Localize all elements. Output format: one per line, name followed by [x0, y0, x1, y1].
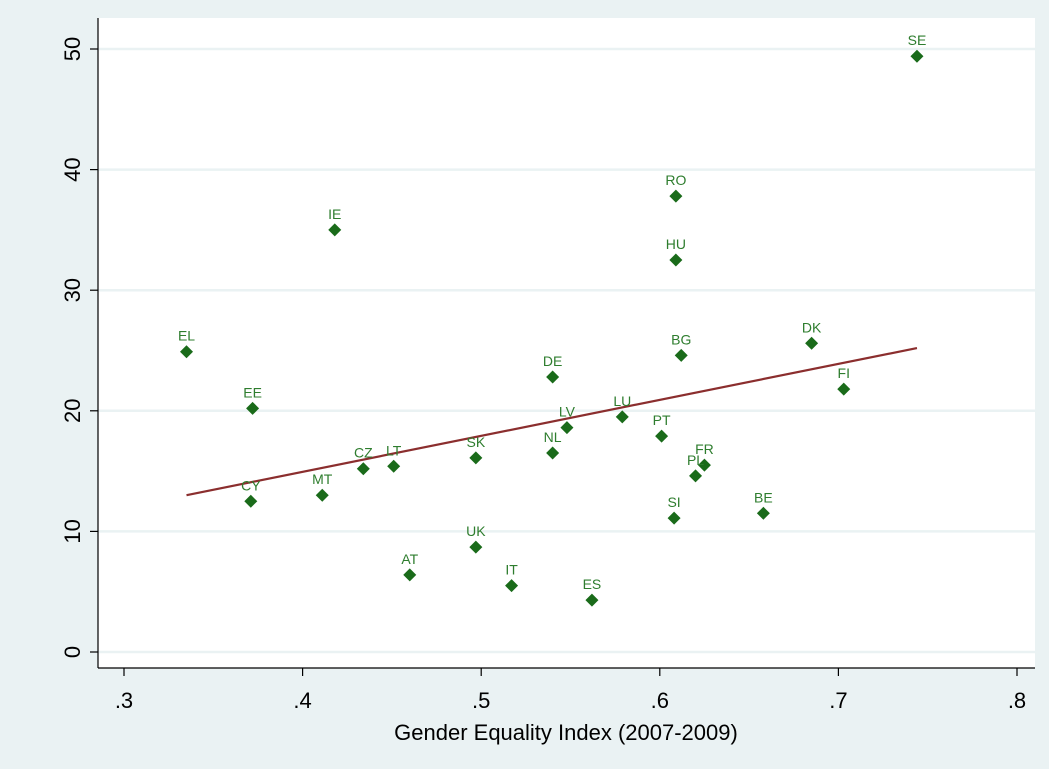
point-label-at: AT: [401, 551, 418, 567]
point-label-it: IT: [505, 562, 518, 578]
data-point-at: [403, 568, 417, 582]
point-label-lv: LV: [559, 404, 576, 420]
x-tick-label: .3: [115, 688, 133, 713]
x-axis-label: Gender Equality Index (2007-2009): [394, 720, 738, 745]
x-tick-label: .6: [651, 688, 669, 713]
x-tick-label: .4: [293, 688, 311, 713]
data-point-se: [910, 49, 924, 63]
data-point-ro: [669, 189, 683, 203]
data-point-nl: [546, 446, 560, 460]
point-label-ee: EE: [243, 384, 262, 400]
y-tick-label: 0: [60, 646, 85, 658]
data-point-lu: [615, 410, 629, 424]
data-point-lt: [387, 459, 401, 473]
y-tick-label: 30: [60, 278, 85, 302]
x-tick-label: .8: [1008, 688, 1026, 713]
point-label-nl: NL: [544, 429, 562, 445]
data-point-be: [756, 506, 770, 520]
point-label-ie: IE: [328, 206, 341, 222]
data-point-ee: [246, 401, 260, 415]
point-label-fr: FR: [695, 441, 714, 457]
point-label-lu: LU: [613, 393, 631, 409]
axes: [97, 18, 1035, 669]
y-tick-label: 20: [60, 399, 85, 423]
data-point-el: [180, 345, 194, 359]
tick-labels: 0 10 20 30 40 50 .3 .4 .5 .6 .7 .8: [60, 37, 1026, 713]
point-label-mt: MT: [312, 471, 333, 487]
data-point-fi: [837, 382, 851, 396]
y-tick-label: 40: [60, 157, 85, 181]
data-point-sk: [469, 451, 483, 465]
data-point-ie: [328, 223, 342, 237]
point-label-pl: PL: [687, 452, 704, 468]
point-label-si: SI: [667, 494, 680, 510]
data-point-mt: [315, 488, 329, 502]
point-label-sk: SK: [466, 434, 485, 450]
point-label-pt: PT: [653, 412, 671, 428]
point-label-dk: DK: [802, 319, 822, 335]
data-point-cz: [356, 462, 370, 476]
point-label-ro: RO: [665, 172, 686, 188]
point-label-de: DE: [543, 353, 562, 369]
point-label-es: ES: [583, 576, 602, 592]
point-label-cy: CY: [241, 477, 261, 493]
data-point-pt: [655, 429, 669, 443]
data-point-lv: [560, 421, 574, 435]
data-point-fr: [697, 458, 711, 472]
point-label-uk: UK: [466, 523, 486, 539]
y-tick-label: 50: [60, 37, 85, 61]
plot-area: [98, 18, 1035, 668]
point-label-lt: LT: [386, 442, 402, 458]
data-point-bg: [674, 348, 688, 362]
y-tick-label: 10: [60, 519, 85, 543]
point-label-hu: HU: [666, 236, 686, 252]
data-point-it: [505, 579, 519, 593]
fit-line: [186, 347, 918, 497]
point-label-fi: FI: [838, 365, 850, 381]
data-point-uk: [469, 540, 483, 554]
point-label-se: SE: [908, 32, 927, 48]
point-label-cz: CZ: [354, 445, 373, 461]
data-point-de: [546, 370, 560, 384]
data-point-si: [667, 511, 681, 525]
data-points: SE RO IE HU EL DK BG DE FI EE LU LV PT NL SK FR LT CZ PL MT…: [178, 32, 927, 607]
point-label-be: BE: [754, 489, 773, 505]
data-point-es: [585, 593, 599, 607]
data-point-pl: [689, 469, 703, 483]
data-point-hu: [669, 253, 683, 267]
data-point-cy: [244, 494, 258, 508]
data-point-dk: [805, 336, 819, 350]
x-tick-label: .7: [829, 688, 847, 713]
x-tick-label: .5: [472, 688, 490, 713]
point-label-bg: BG: [671, 331, 691, 347]
point-label-el: EL: [178, 328, 195, 344]
